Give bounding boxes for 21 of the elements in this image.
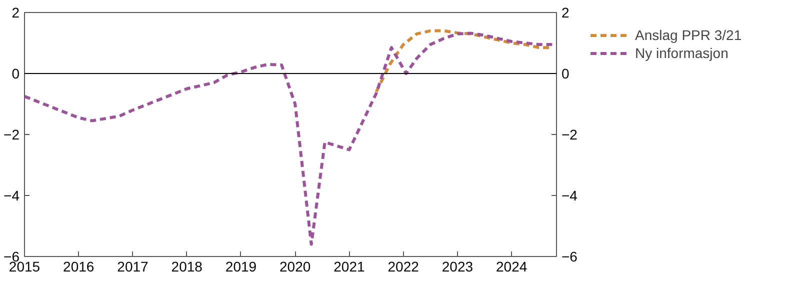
x-tick-label: 2019: [225, 258, 257, 274]
legend-label: Ny informasjon: [635, 44, 728, 62]
x-tick-label: 2023: [442, 258, 474, 274]
y-tick-label: 2: [12, 4, 20, 20]
x-tick-label: 2016: [63, 258, 94, 274]
x-tick-label: 2022: [388, 258, 420, 274]
y2-tick-label: −6: [562, 248, 578, 264]
x-tick-label: 2020: [280, 258, 311, 274]
y-tick-label: −4: [4, 188, 20, 204]
y2-tick-label: −4: [562, 188, 578, 204]
y2-tick-label: −2: [562, 126, 578, 142]
legend-label: Anslag PPR 3/21: [635, 26, 742, 44]
y2-tick-label: 0: [562, 66, 570, 82]
x-tick-label: 2024: [496, 258, 528, 274]
line-series: [24, 32, 554, 246]
x-tick-label: 2018: [171, 258, 203, 274]
y-tick-label: −2: [4, 126, 20, 142]
y-tick-label: 0: [12, 66, 20, 82]
x-tick-label: 2017: [117, 258, 149, 274]
x-tick-label: 2021: [334, 258, 366, 274]
y2-tick-label: 2: [562, 4, 570, 20]
